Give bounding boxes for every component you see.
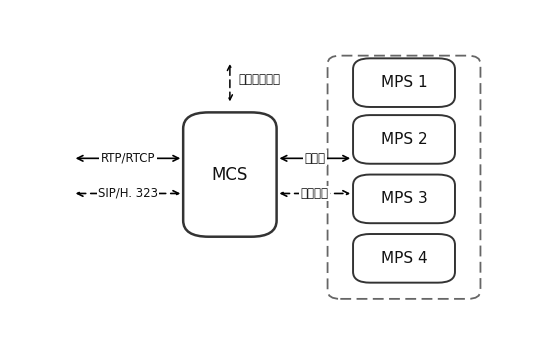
FancyBboxPatch shape: [328, 55, 481, 299]
Text: MPS 1: MPS 1: [381, 75, 427, 90]
FancyBboxPatch shape: [353, 115, 455, 164]
FancyBboxPatch shape: [353, 234, 455, 283]
FancyBboxPatch shape: [183, 112, 277, 237]
Text: SIP/H. 323: SIP/H. 323: [98, 187, 158, 200]
Text: MPS 3: MPS 3: [381, 191, 427, 206]
Text: 控制消息: 控制消息: [301, 187, 329, 200]
FancyBboxPatch shape: [353, 58, 455, 107]
Text: 媒体流: 媒体流: [304, 152, 326, 165]
Text: MCS: MCS: [212, 166, 248, 184]
Text: MPS 2: MPS 2: [381, 132, 427, 147]
Text: MPS 4: MPS 4: [381, 251, 427, 266]
Text: 会议管理消息: 会议管理消息: [238, 73, 281, 86]
Text: RTP/RTCP: RTP/RTCP: [101, 152, 155, 165]
FancyBboxPatch shape: [353, 174, 455, 223]
